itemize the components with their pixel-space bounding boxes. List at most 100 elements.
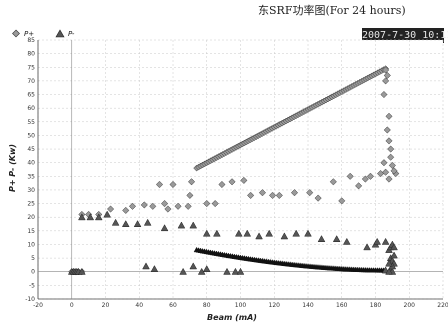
data-point-p-minus — [121, 220, 130, 227]
data-point-p-plus — [275, 191, 283, 199]
data-point-p-minus — [78, 267, 86, 275]
data-point-p-minus — [342, 237, 351, 245]
data-point-p-minus — [202, 265, 211, 272]
data-point-p-minus — [160, 224, 169, 232]
data-point-p-plus — [186, 191, 194, 199]
data-point-p-plus — [107, 205, 115, 213]
data-point-p-plus — [188, 178, 196, 186]
data-point-p-minus — [94, 213, 103, 221]
data-point-p-minus — [202, 229, 211, 237]
data-point-p-plus — [385, 137, 393, 145]
x-tick-label: 100 — [235, 302, 247, 309]
data-point-p-plus — [306, 189, 314, 197]
data-point-p-minus — [142, 262, 150, 270]
data-point-p-plus — [382, 168, 390, 176]
y-tick-label: 0 — [31, 269, 35, 276]
data-point-p-plus — [174, 202, 182, 210]
y-tick-label: 50 — [27, 132, 35, 139]
data-point-p-minus — [111, 218, 120, 226]
data-point-p-minus — [363, 243, 371, 251]
data-point-p-plus — [128, 202, 137, 210]
data-point-p-plus — [380, 159, 388, 167]
data-point-p-plus — [385, 175, 393, 183]
data-point-p-minus — [234, 229, 243, 237]
data-point-p-plus — [388, 161, 396, 169]
data-point-p-plus — [380, 90, 388, 99]
x-tick-label: 40 — [135, 302, 143, 309]
y-tick-label: 25 — [27, 201, 35, 208]
x-tick-label: -20 — [33, 302, 43, 309]
data-point-p-plus — [247, 191, 255, 199]
data-point-p-plus — [314, 194, 322, 202]
y-tick-label: 45 — [27, 146, 35, 153]
data-point-p-minus — [243, 229, 252, 237]
data-point-p-minus — [390, 251, 398, 259]
data-point-p-minus — [390, 243, 398, 251]
x-tick-label: 140 — [302, 302, 314, 309]
data-point-p-plus — [338, 197, 346, 205]
x-axis-label: Beam (mA) — [207, 313, 257, 322]
legend-p-minus-marker — [55, 29, 65, 38]
data-point-p-minus — [179, 267, 187, 275]
data-point-p-minus — [332, 235, 341, 242]
data-point-p-minus — [213, 229, 221, 237]
dense-point-trends — [193, 65, 389, 273]
data-point-p-minus — [143, 218, 152, 226]
data-point-p-plus — [366, 172, 374, 180]
x-tick-label: 180 — [370, 302, 382, 309]
data-point-p-plus — [258, 189, 266, 197]
data-point-p-minus — [385, 259, 393, 267]
data-point-p-plus — [169, 180, 177, 189]
data-point-p-minus — [231, 267, 240, 275]
x-tick-label: 220 — [437, 302, 448, 309]
data-point-p-plus — [240, 176, 248, 184]
x-tick-label: 80 — [203, 302, 211, 309]
x-tick-label: 120 — [269, 302, 281, 309]
y-tick-label: 10 — [27, 241, 35, 248]
y-tick-label: 65 — [27, 92, 35, 99]
data-point-p-plus — [355, 182, 363, 190]
x-tick-label: 20 — [102, 302, 110, 309]
data-point-p-plus — [140, 201, 148, 209]
x-tick-label: 160 — [336, 302, 348, 309]
data-point-p-plus — [361, 175, 369, 183]
data-point-p-minus — [292, 229, 301, 237]
data-point-p-plus — [383, 126, 391, 134]
data-point-p-plus — [269, 191, 277, 199]
data-point-p-plus — [184, 202, 192, 210]
x-tick-label: 0 — [70, 302, 74, 309]
data-point-p-minus — [150, 265, 159, 272]
series-p-minus — [67, 210, 398, 275]
data-point-p-plus — [290, 189, 299, 197]
data-point-p-minus — [78, 213, 86, 221]
data-point-p-minus — [86, 213, 95, 221]
data-point-p-plus — [164, 205, 172, 213]
y-tick-label: 80 — [27, 51, 35, 58]
timestamp-badge: 2007-7-30 10:11:00 — [362, 28, 448, 43]
data-point-p-minus — [103, 210, 112, 218]
data-point-p-minus — [255, 232, 263, 240]
data-point-p-plus — [149, 202, 157, 210]
data-point-p-minus — [373, 237, 382, 245]
y-tick-label: 60 — [27, 105, 35, 112]
data-point-p-minus — [385, 267, 393, 275]
y-tick-label: 20 — [27, 214, 35, 221]
data-point-p-plus — [203, 200, 211, 208]
y-axis-label: P+ P- (Kw) — [8, 144, 17, 192]
legend-p-plus-label: P+ — [24, 30, 34, 38]
data-point-p-minus — [265, 229, 274, 237]
data-point-p-plus — [161, 200, 169, 208]
legend-p-plus-marker — [12, 29, 20, 38]
data-point-p-plus — [382, 66, 390, 74]
data-point-p-plus — [346, 172, 354, 180]
data-point-p-minus — [381, 237, 390, 245]
y-tick-label: 75 — [27, 64, 35, 71]
y-tick-label: 35 — [27, 173, 35, 180]
data-point-p-minus — [189, 262, 198, 270]
data-point-p-plus — [387, 153, 395, 161]
data-point-p-minus — [280, 232, 289, 240]
data-point-p-plus — [122, 206, 130, 214]
data-point-p-minus — [317, 235, 326, 242]
data-point-p-plus — [228, 178, 236, 186]
